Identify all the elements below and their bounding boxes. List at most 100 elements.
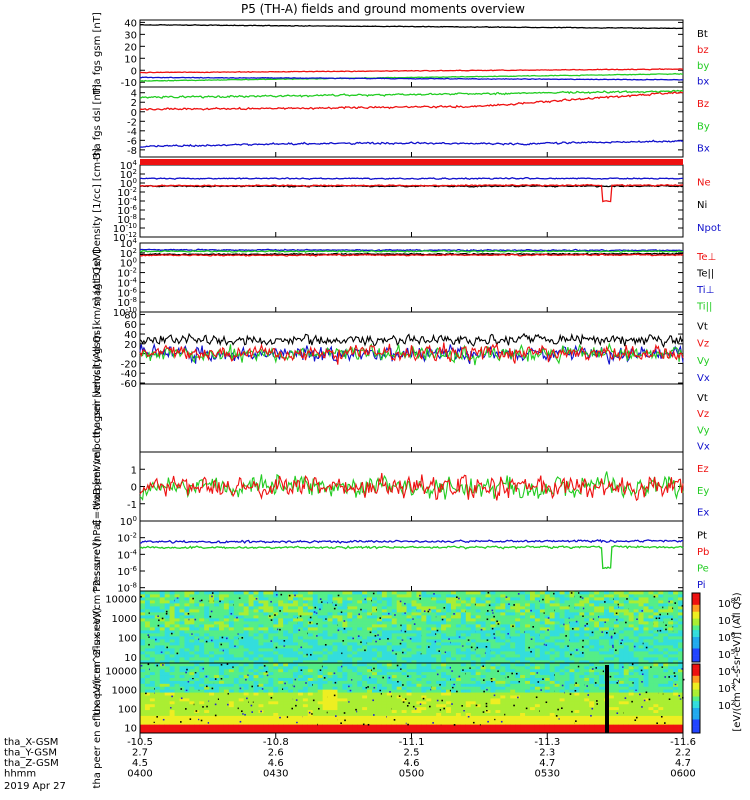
spectrogram-cell (574, 642, 580, 646)
spectrogram-cell (381, 724, 388, 728)
spectrogram-cell (406, 612, 412, 616)
spectrogram-cell (618, 606, 625, 610)
spectrogram-cell (194, 712, 200, 716)
spectrogram-cell (406, 645, 412, 649)
spectrogram-cell (169, 657, 175, 661)
spectrogram-cell (243, 630, 249, 634)
spectrogram-cell (460, 606, 467, 610)
spectrogram-cell (465, 627, 472, 631)
spectrogram-cell (253, 706, 259, 711)
spectrogram-cell (307, 721, 314, 725)
spectrogram-cell (579, 606, 585, 610)
spectrogram-cell (446, 618, 452, 622)
spectrogram-cell (228, 712, 235, 716)
spectrogram-cell (214, 657, 220, 661)
spectrogram-cell (436, 695, 442, 699)
spectrogram-cell (579, 591, 585, 595)
spectrogram-cell (569, 603, 575, 607)
spectrogram-cell (599, 621, 605, 625)
spectrogram-cell (238, 603, 245, 607)
spectrogram-cell (475, 639, 482, 643)
spectrogram-cell (302, 594, 309, 598)
spectrogram-cell (169, 677, 175, 681)
spectrogram-cell (386, 703, 393, 708)
spectrogram-speck (493, 637, 496, 639)
spectrogram-cell (549, 648, 556, 652)
spectrogram-cell (357, 668, 363, 673)
spectrogram-cell (164, 636, 171, 640)
spectrogram-cell (288, 724, 294, 728)
spectrogram-cell (154, 621, 161, 625)
spectrogram-cell (189, 727, 195, 731)
spectrogram-cell (273, 677, 279, 681)
spectrogram-cell (376, 618, 383, 622)
spectrogram-cell (293, 712, 299, 716)
spectrogram-cell (347, 686, 353, 690)
spectrogram-cell (223, 627, 230, 631)
spectrogram-cell (263, 663, 269, 667)
spectrogram-cell (367, 660, 373, 664)
spectrogram-cell (209, 730, 215, 734)
spectrogram-cell (327, 642, 333, 646)
legend-entry: Te⊥ (696, 252, 716, 263)
spectrogram-cell (159, 700, 166, 705)
spectrogram-speck (604, 601, 606, 603)
spectrogram-cell (362, 700, 368, 705)
spectrogram-cell (140, 654, 146, 658)
spectrogram-cell (604, 660, 610, 664)
spectrogram-cell (549, 618, 556, 622)
spectrogram-cell (678, 591, 684, 595)
spectrogram-speck (462, 669, 464, 671)
spectrogram-cell (401, 730, 407, 734)
spectrogram-cell (643, 609, 649, 613)
spectrogram-cell (589, 594, 595, 598)
spectrogram-speck (340, 722, 342, 724)
spectrogram-cell (623, 615, 630, 619)
spectrogram-cell (307, 724, 314, 728)
spectrogram-cell (485, 615, 491, 619)
spectrogram-cell (184, 603, 190, 607)
spectrogram-cell (431, 677, 437, 681)
spectrogram-cell (293, 692, 299, 696)
spectrogram-cell (238, 597, 245, 601)
spectrogram-cell (658, 633, 664, 637)
spectrogram-cell (263, 727, 269, 731)
spectrogram-cell (411, 680, 417, 684)
spectrogram-cell (184, 680, 190, 684)
spectrogram-cell (421, 700, 427, 705)
spectrogram-cell (564, 609, 570, 613)
spectrogram-cell (218, 591, 225, 595)
spectrogram-cell (381, 597, 388, 601)
spectrogram-speck (230, 612, 233, 615)
spectrogram-cell (367, 645, 373, 649)
spectrogram-cell (391, 618, 398, 622)
spectrogram-cell (653, 591, 659, 595)
spectrogram-cell (288, 630, 294, 634)
spectrogram-cell (184, 636, 190, 640)
spectrogram-cell (297, 665, 304, 670)
spectrogram-cell (450, 597, 457, 601)
spectrogram-cell (584, 591, 590, 595)
spectrogram-cell (391, 715, 398, 719)
spectrogram-cell (594, 591, 600, 595)
panel-ylabel: tha peir en eflux eV/(cm^2-s-sr-eV) (92, 538, 103, 716)
spectrogram-cell (302, 712, 309, 716)
spectrogram-cell (411, 700, 417, 705)
spectrogram-cell (352, 718, 358, 722)
spectrogram-cell (179, 698, 185, 702)
spectrogram-cell (288, 698, 294, 702)
spectrogram-cell (426, 668, 432, 673)
spectrogram-cell (421, 663, 427, 667)
spectrogram-speck (665, 624, 667, 626)
spectrogram-cell (204, 692, 210, 696)
spectrogram-cell (515, 645, 521, 649)
spectrogram-cell (421, 730, 427, 734)
spectrogram-cell (184, 660, 190, 664)
spectrogram-cell (184, 695, 190, 699)
spectrogram-cell (297, 712, 304, 716)
spectrogram-speck (379, 638, 381, 641)
spectrogram-speck (277, 628, 279, 631)
spectrogram-cell (396, 668, 403, 673)
spectrogram-speck (220, 663, 223, 666)
spectrogram-speck (227, 692, 230, 695)
